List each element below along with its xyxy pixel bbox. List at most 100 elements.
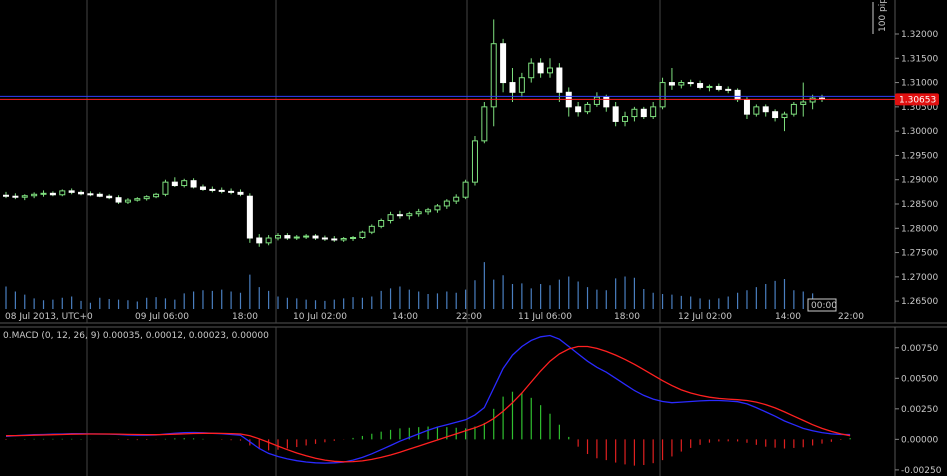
macd-axis-ticks: 0.00750 0.00500 0.00250 0.00000 -0.00250 [895, 344, 942, 476]
candle-body [781, 113, 788, 119]
candle-body [603, 96, 610, 108]
candle-body [547, 67, 553, 74]
candle-body [78, 191, 85, 195]
candle-body [106, 195, 113, 199]
candle-body [743, 99, 750, 115]
time-tick-label: 22:00 [456, 312, 482, 322]
candle-body [87, 193, 94, 196]
candle-body [772, 111, 779, 119]
candle-body [622, 116, 629, 122]
candle-body [96, 193, 103, 197]
candle-body [809, 97, 816, 103]
candle-body [518, 77, 525, 93]
candle-body [678, 82, 685, 86]
time-axis-ticks: 08 Jul 2013, UTC+0 09 Jul 06:00 18:00 10 Ju… [5, 312, 864, 322]
price-tick-label: 1.29500 [901, 151, 938, 161]
candle-body [668, 82, 675, 86]
price-grid [86, 0, 661, 323]
time-tick-label: 14:00 [775, 312, 801, 322]
candle-body [181, 180, 188, 187]
candle-body [462, 181, 469, 198]
candle-body [350, 237, 357, 240]
candle-body [134, 198, 141, 201]
candle-body [68, 190, 75, 193]
macd-indicator-label: 0.MACD (0, 12, 26, 9) 0.00035, 0.00012, … [3, 331, 269, 341]
candle-body [528, 62, 535, 79]
candle-body [153, 193, 160, 198]
candle-body [303, 235, 310, 238]
macd-tick-label: 0.00000 [901, 435, 938, 445]
candle-body [378, 220, 385, 227]
candle-body [443, 200, 450, 207]
candle-body [415, 211, 422, 215]
macd-histogram [5, 391, 851, 466]
candle-body [246, 195, 253, 239]
macd-tick-label: 0.00500 [901, 374, 938, 384]
candle-body [312, 235, 319, 239]
price-tick-label: 1.28000 [901, 224, 938, 234]
price-tick-label: 1.26500 [901, 297, 938, 307]
candle-body [790, 103, 797, 115]
candle-body [218, 189, 225, 192]
candle-body [537, 62, 544, 74]
candle-body [209, 188, 216, 191]
candle-body [434, 205, 441, 211]
candle-body [640, 108, 647, 118]
candle-body [593, 96, 600, 105]
time-tick-label: 10 Jul 02:00 [293, 312, 347, 322]
candle-body [284, 235, 291, 239]
candle-body [509, 82, 516, 93]
candle-body [481, 106, 488, 142]
candle-body [340, 237, 347, 241]
price-pane[interactable]: 1.26500 1.27000 1.27500 1.28000 1.28500 1.290… [0, 0, 947, 324]
candle-body [396, 214, 403, 217]
candle-body [762, 106, 769, 113]
price-axis-ticks: 1.26500 1.27000 1.27500 1.28000 1.28500 1.290… [895, 30, 938, 307]
current-price-tag-bg [895, 93, 939, 106]
candle-body [199, 186, 206, 190]
price-tick-label: 1.31000 [901, 79, 938, 89]
price-tick-label: 1.28500 [901, 200, 938, 210]
candle-body [115, 197, 122, 203]
price-tick-label: 1.31500 [901, 54, 938, 64]
signal-line [5, 345, 851, 463]
current-price-label: 1.30653 [899, 95, 936, 105]
candle-body [31, 193, 38, 197]
candle-body [800, 101, 807, 105]
candle-body [143, 196, 150, 200]
macd-tick-label: 0.00250 [901, 405, 938, 415]
candle-body [321, 237, 328, 240]
time-tick-label: 18:00 [232, 312, 258, 322]
candle-body [162, 181, 169, 195]
candle-body [425, 209, 432, 213]
candle-body [584, 103, 591, 113]
candle-body [368, 225, 375, 233]
macd-pane[interactable]: 0.00750 0.00500 0.00250 0.00000 -0.00250 0.M… [0, 326, 947, 476]
time-tick-label: 08 Jul 2013, UTC+0 [5, 312, 93, 322]
candle-body [659, 82, 666, 108]
cursor-time-label: 00:00 [811, 301, 837, 311]
candle-body [406, 213, 413, 217]
candle-body [631, 108, 638, 118]
time-tick-label: 14:00 [392, 312, 418, 322]
current-price-tag: 1.30653 [895, 93, 939, 106]
cursor-time-box [807, 298, 837, 312]
candle-body [359, 231, 366, 239]
candle-body [237, 191, 244, 195]
price-tick-label: 1.30000 [901, 127, 938, 137]
time-tick-label: 11 Jul 06:00 [518, 312, 572, 322]
pip-scale: 100 pip [872, 0, 888, 34]
candle-body [49, 192, 56, 196]
candle-body [3, 194, 9, 197]
candle-body [40, 192, 47, 195]
candle-body [265, 237, 272, 244]
candle-body [706, 85, 713, 88]
pip-scale-label: 100 pip [878, 0, 888, 32]
candle-body [575, 106, 582, 113]
price-tick-label: 1.27500 [901, 249, 938, 259]
candle-body [228, 190, 235, 193]
volume-bars [5, 262, 814, 309]
time-tick-label: 09 Jul 06:00 [135, 312, 189, 322]
candle-body [190, 180, 197, 188]
